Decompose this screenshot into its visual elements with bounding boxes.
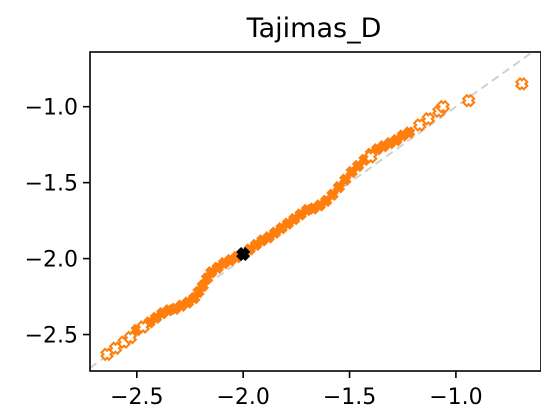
data-point [436,99,451,114]
data-point [412,118,427,132]
data-point [100,347,114,362]
data-point [108,341,123,356]
x-tick-label: −1.5 [323,385,376,410]
axes-frame [89,51,541,372]
data-point [461,93,476,108]
data-point [421,111,436,126]
chart-title: Tajimas_D [246,13,382,44]
data-point [136,320,151,334]
data-point [123,330,138,345]
x-tick-label: −2.5 [110,385,163,410]
data-point [514,76,529,91]
x-tick-label: −2.0 [216,385,269,410]
y-tick-label: −1.0 [25,96,78,121]
highlight-point [236,246,251,262]
y-tick-label: −1.5 [25,172,78,197]
y-tick-label: −2.0 [25,248,78,273]
data-point [363,149,378,164]
x-tick-label: −1.0 [429,385,482,410]
data-point [402,126,416,139]
y-tick-label: −2.5 [25,324,78,349]
plot-area [90,52,531,369]
y-axis: −1.0 −1.5 −2.0 −2.5 [25,96,90,349]
x-axis: −2.5 −2.0 −1.5 −1.0 [110,371,483,410]
